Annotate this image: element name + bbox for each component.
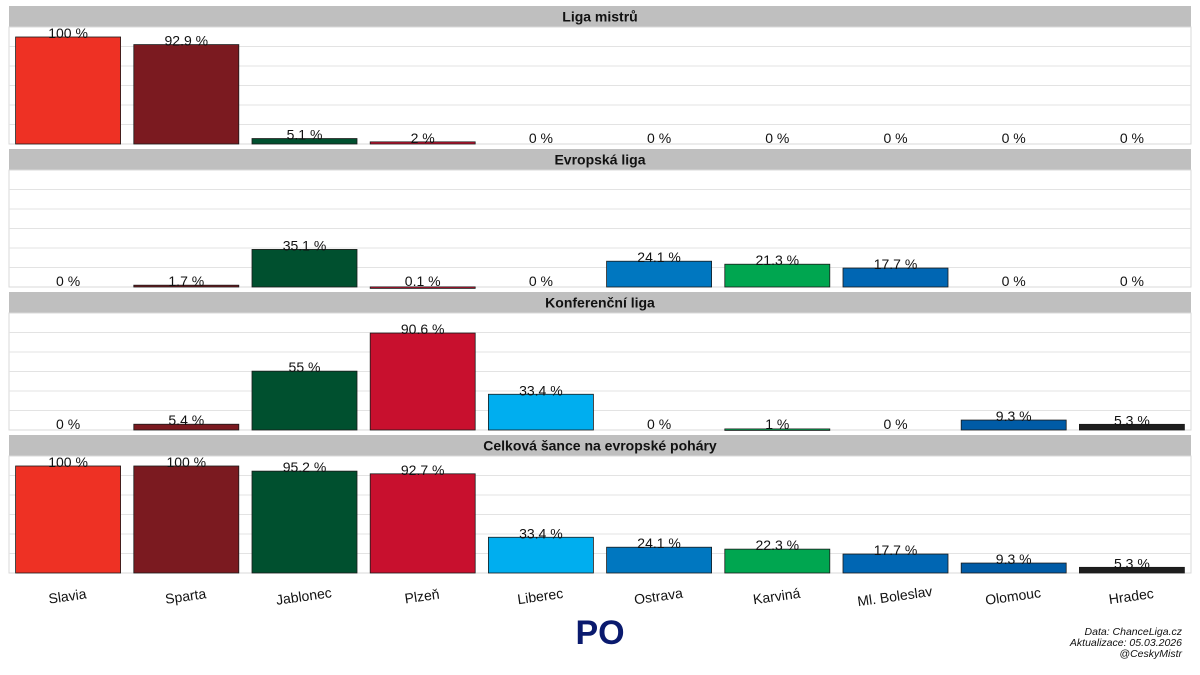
data-label: 0 % [883, 416, 907, 432]
bar-Liberec [487, 393, 594, 431]
data-label: 0 % [1002, 273, 1026, 289]
x-tick-label: Jablonec [275, 584, 333, 608]
panel-header [9, 6, 1191, 27]
data-label: 2 % [411, 130, 435, 146]
bar-Plzeň [369, 473, 476, 574]
panel-title: Konferenční liga [545, 295, 655, 311]
x-tick-label: Olomouc [984, 584, 1042, 608]
bar-Ml. Boleslav [842, 553, 949, 574]
data-label: 1.7 % [168, 273, 204, 289]
bar-Olomouc [960, 562, 1067, 574]
data-label: 35.1 % [283, 237, 327, 253]
data-label: 0 % [1120, 130, 1144, 146]
data-label: 24.1 % [637, 535, 681, 551]
data-label: 0 % [529, 130, 553, 146]
bar-Slavia [15, 465, 121, 574]
bar-Karviná [724, 263, 831, 288]
bar-Sparta [133, 423, 240, 431]
data-label: 1 % [765, 416, 789, 432]
bar-Jablonec [251, 470, 358, 574]
data-label: 92.9 % [165, 33, 209, 49]
x-tick-label: Hradec [1108, 585, 1155, 607]
x-tick-label: Liberec [516, 585, 564, 607]
x-tick-label: Sparta [164, 585, 207, 607]
data-label: 0 % [1002, 130, 1026, 146]
x-tick-label: Ml. Boleslav [856, 583, 933, 609]
data-label: 90.6 % [401, 321, 445, 337]
bar-Karviná [724, 428, 831, 431]
data-label: 100 % [48, 454, 88, 470]
x-tick-label: Slavia [47, 585, 87, 606]
data-label: 100 % [166, 454, 206, 470]
data-label: 55 % [289, 359, 321, 375]
data-source: Data: ChanceLiga.cz [1084, 626, 1182, 638]
x-tick-label: Karviná [752, 585, 801, 607]
bar-Sparta [133, 44, 240, 145]
x-tick-label: Plzeň [404, 586, 441, 607]
data-label: 21.3 % [756, 252, 800, 268]
data-label: 0 % [529, 273, 553, 289]
bar-Sparta [133, 284, 240, 288]
credits: Data: ChanceLiga.cz Aktualizace: 05.03.2… [1070, 627, 1182, 660]
data-label: 0 % [765, 130, 789, 146]
bar-Jablonec [251, 138, 358, 145]
data-label: 0 % [647, 130, 671, 146]
data-label: 17.7 % [874, 542, 918, 558]
bar-Karviná [724, 548, 831, 574]
data-label: 33.4 % [519, 382, 563, 398]
data-label: 100 % [48, 25, 88, 41]
data-label: 0 % [56, 416, 80, 432]
data-label: 0.1 % [405, 273, 441, 289]
bar-Jablonec [251, 370, 358, 431]
data-label: 92.7 % [401, 462, 445, 478]
data-label: 9.3 % [996, 551, 1032, 567]
data-label: 9.3 % [996, 408, 1032, 424]
panel-title: Celková šance na evropské poháry [483, 438, 717, 454]
data-label: 0 % [56, 273, 80, 289]
data-label: 5.4 % [168, 412, 204, 428]
data-label: 33.4 % [519, 525, 563, 541]
data-label: 5.3 % [1114, 555, 1150, 571]
bar-Plzeň [369, 286, 476, 289]
bar-Plzeň [369, 141, 476, 145]
bar-Ostrava [606, 260, 712, 288]
bar-Hradec [1079, 423, 1185, 431]
panel-4: Celková šance na evropské poháry 100 % 100… [8, 435, 1192, 574]
bar-Liberec [487, 536, 594, 574]
bar-Hradec [1079, 566, 1185, 574]
panel-header [9, 292, 1191, 313]
bar-Plzeň [369, 332, 476, 431]
panel-2: Evropská liga 0 % 1.7 % 35.1 % 0.1 % 0 % 24.1 … [8, 149, 1192, 289]
data-label: 22.3 % [756, 537, 800, 553]
bar-Ostrava [606, 546, 712, 574]
bar-Sparta [133, 465, 240, 574]
data-label: 17.7 % [874, 256, 918, 272]
bar-Ml. Boleslav [842, 267, 949, 288]
data-label: 0 % [883, 130, 907, 146]
bar-Jablonec [251, 249, 358, 288]
data-label: 95.2 % [283, 459, 327, 475]
x-tick-label: Ostrava [633, 585, 684, 608]
data-label: 24.1 % [637, 249, 681, 265]
data-label: 5.3 % [1114, 412, 1150, 428]
bar-Olomouc [960, 419, 1067, 431]
data-label: 0 % [647, 416, 671, 432]
panel-header [9, 435, 1191, 456]
author-handle: @CeskyMistr [1119, 648, 1182, 660]
data-label: 5.1 % [287, 127, 323, 143]
panel-3: Konferenční liga 0 % 5.4 % 55 % 90.6 % 33.4 %… [8, 292, 1192, 432]
data-label: 0 % [1120, 273, 1144, 289]
footer-label: PO [575, 614, 625, 652]
panel-title: Liga mistrů [562, 9, 637, 25]
bar-Slavia [15, 36, 121, 145]
panel-header [9, 149, 1191, 170]
update-date: Aktualizace: 05.03.2026 [1069, 637, 1182, 649]
panel-1: Liga mistrů 100 % 92.9 % 5.1 % 2 % 0 % 0 % 0 % 0… [8, 6, 1192, 146]
panel-title: Evropská liga [554, 152, 645, 168]
